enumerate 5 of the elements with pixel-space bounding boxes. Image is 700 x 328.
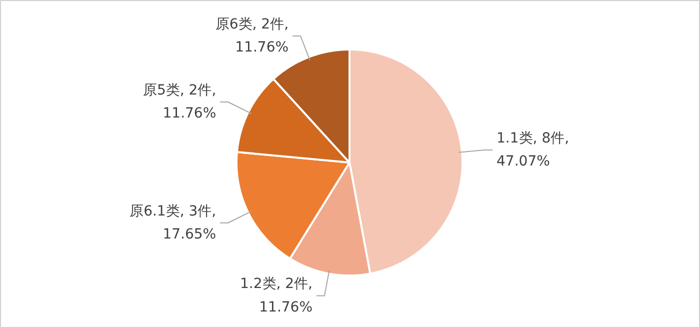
slice-label: 原6类, 2件, 11.76% (215, 16, 289, 56)
slice-label: 原5类, 2件, 11.76% (142, 82, 216, 122)
slice-label: 原6.1类, 3件, 17.65% (130, 203, 216, 242)
slice-label: 1.1类, 8件, 47.07% (496, 130, 570, 170)
slice-label: 1.2类, 2件, 11.76% (240, 276, 313, 316)
